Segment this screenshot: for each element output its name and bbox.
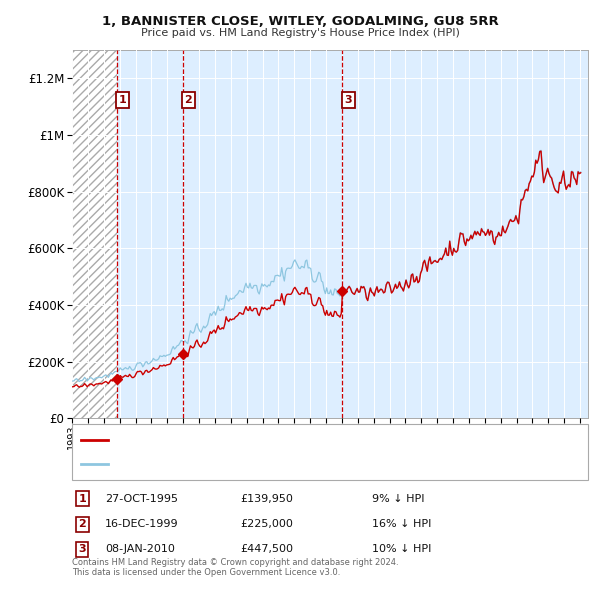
Text: £139,950: £139,950 <box>240 494 293 504</box>
1, BANNISTER CLOSE, WITLEY, GODALMING, GU8 5RR (detached house) <box>577 169 584 176</box>
Text: Contains HM Land Registry data © Crown copyright and database right 2024.
This d: Contains HM Land Registry data © Crown c… <box>72 558 398 577</box>
HPI: Average price, detached house, Waverley: (2.02e+03, 9.46e+05): Average price, detached house, Waverley:… <box>538 147 545 154</box>
HPI: Average price, detached house, Waverley: (2.01e+03, 5.07e+05): Average price, detached house, Waverley:… <box>408 271 415 278</box>
Text: £447,500: £447,500 <box>240 545 293 555</box>
1, BANNISTER CLOSE, WITLEY, GODALMING, GU8 5RR (detached house) <box>69 384 76 391</box>
Text: 2: 2 <box>184 95 192 105</box>
HPI: Average price, detached house, Waverley: (2.02e+03, 5.2e+05): Average price, detached house, Waverley:… <box>424 267 431 274</box>
Text: 2: 2 <box>79 519 86 529</box>
1, BANNISTER CLOSE, WITLEY, GODALMING, GU8 5RR (detached house) <box>408 271 415 278</box>
1, BANNISTER CLOSE, WITLEY, GODALMING, GU8 5RR (detached house) <box>76 384 83 391</box>
Text: HPI: Average price, detached house, Waverley: HPI: Average price, detached house, Wave… <box>113 460 354 470</box>
HPI: Average price, detached house, Waverley: (2.01e+03, 5.04e+05): Average price, detached house, Waverley:… <box>280 272 287 279</box>
Text: 16-DEC-1999: 16-DEC-1999 <box>105 519 179 529</box>
Text: 1, BANNISTER CLOSE, WITLEY, GODALMING, GU8 5RR (detached house): 1, BANNISTER CLOSE, WITLEY, GODALMING, G… <box>113 435 487 445</box>
Text: 08-JAN-2010: 08-JAN-2010 <box>105 545 175 555</box>
Line: HPI: Average price, detached house, Waverley: HPI: Average price, detached house, Wave… <box>73 150 581 382</box>
1, BANNISTER CLOSE, WITLEY, GODALMING, GU8 5RR (detached house) <box>115 374 122 381</box>
Line: 1, BANNISTER CLOSE, WITLEY, GODALMING, GU8 5RR (detached house): 1, BANNISTER CLOSE, WITLEY, GODALMING, G… <box>73 151 581 387</box>
Text: 27-OCT-1995: 27-OCT-1995 <box>105 494 178 504</box>
Text: 10% ↓ HPI: 10% ↓ HPI <box>372 545 431 555</box>
1, BANNISTER CLOSE, WITLEY, GODALMING, GU8 5RR (detached house) <box>538 148 545 155</box>
Text: 16% ↓ HPI: 16% ↓ HPI <box>372 519 431 529</box>
Text: 3: 3 <box>79 545 86 555</box>
Text: 1: 1 <box>119 95 127 105</box>
HPI: Average price, detached house, Waverley: (2.01e+03, 4.49e+05): Average price, detached house, Waverley:… <box>339 287 346 294</box>
1, BANNISTER CLOSE, WITLEY, GODALMING, GU8 5RR (detached house) <box>280 297 287 304</box>
Text: 3: 3 <box>344 95 352 105</box>
HPI: Average price, detached house, Waverley: (2.03e+03, 8.69e+05): Average price, detached house, Waverley:… <box>577 169 584 176</box>
HPI: Average price, detached house, Waverley: (1.99e+03, 1.31e+05): Average price, detached house, Waverley:… <box>69 378 76 385</box>
Bar <box>72 50 117 418</box>
Text: £225,000: £225,000 <box>240 519 293 529</box>
HPI: Average price, detached house, Waverley: (1.99e+03, 1.29e+05): Average price, detached house, Waverley:… <box>76 378 83 385</box>
1, BANNISTER CLOSE, WITLEY, GODALMING, GU8 5RR (detached house) <box>424 268 431 275</box>
1, BANNISTER CLOSE, WITLEY, GODALMING, GU8 5RR (detached house) <box>339 288 346 295</box>
Text: 1: 1 <box>79 494 86 504</box>
Text: 1, BANNISTER CLOSE, WITLEY, GODALMING, GU8 5RR: 1, BANNISTER CLOSE, WITLEY, GODALMING, G… <box>101 15 499 28</box>
Text: 9% ↓ HPI: 9% ↓ HPI <box>372 494 425 504</box>
1, BANNISTER CLOSE, WITLEY, GODALMING, GU8 5RR (detached house) <box>82 382 89 389</box>
HPI: Average price, detached house, Waverley: (2e+03, 1.71e+05): Average price, detached house, Waverley:… <box>115 366 122 373</box>
HPI: Average price, detached house, Waverley: (1.99e+03, 1.39e+05): Average price, detached house, Waverley:… <box>82 375 89 382</box>
Text: Price paid vs. HM Land Registry's House Price Index (HPI): Price paid vs. HM Land Registry's House … <box>140 28 460 38</box>
